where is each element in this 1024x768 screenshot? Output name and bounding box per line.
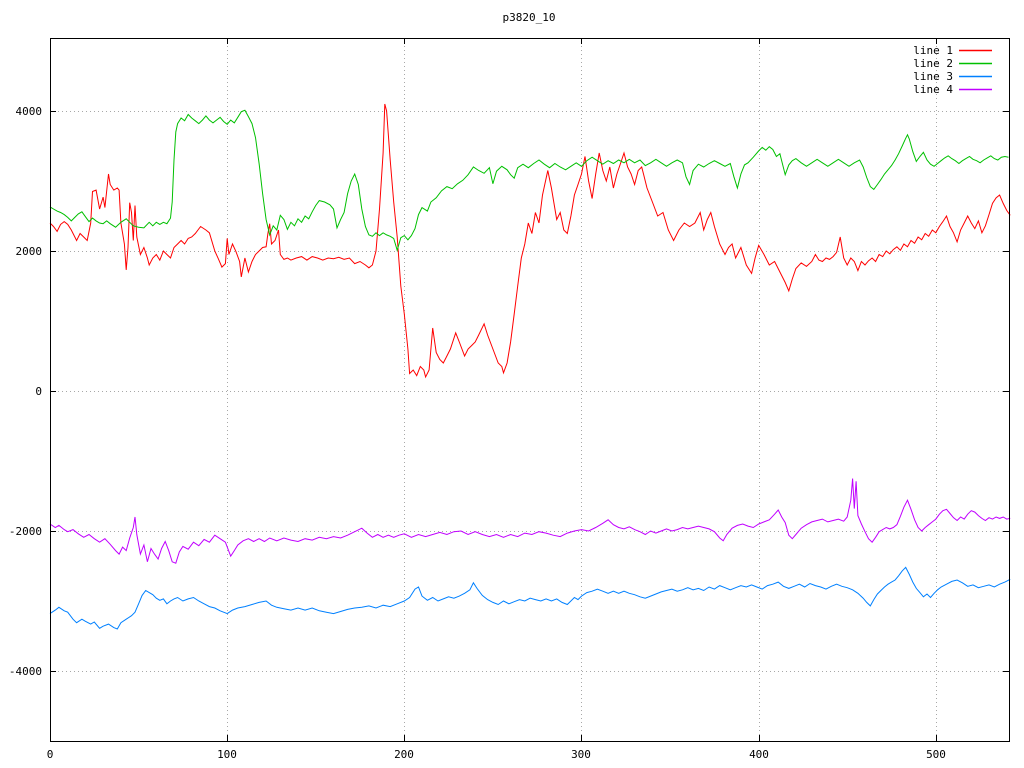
x-tick-label: 0 — [47, 748, 54, 761]
legend-label: line 3 — [913, 70, 953, 83]
plot-border — [50, 38, 1010, 742]
series-lines — [49, 103, 1011, 630]
legend-label: line 1 — [913, 44, 953, 57]
x-tick-label: 200 — [394, 748, 414, 761]
series-line-3 — [49, 566, 1011, 630]
plot-frame — [50, 38, 1010, 742]
x-tick-label: 300 — [571, 748, 591, 761]
legend-label: line 2 — [913, 57, 953, 70]
legend-item-line-1: line 1 — [913, 44, 992, 57]
chart-title: p3820_10 — [503, 11, 556, 24]
series-line-1 — [49, 103, 1011, 379]
grid-lines — [50, 38, 1009, 741]
y-tick-label: -4000 — [9, 665, 42, 678]
series-line-2 — [49, 109, 1009, 253]
y-tick-label: 4000 — [16, 105, 43, 118]
series-line-4 — [49, 478, 1011, 564]
legend-label: line 4 — [913, 83, 953, 96]
y-tick-label: 0 — [35, 385, 42, 398]
legend-item-line-3: line 3 — [913, 70, 992, 83]
y-tick-label: -2000 — [9, 525, 42, 538]
x-tick-label: 400 — [749, 748, 769, 761]
legend-item-line-4: line 4 — [913, 83, 992, 96]
y-tick-label: 2000 — [16, 245, 43, 258]
axis-tick-labels: 0 100 200 300 400 500 -4000 -2000 0 2000 4000 — [9, 105, 946, 761]
x-tick-label: 100 — [217, 748, 237, 761]
legend-item-line-2: line 2 — [913, 57, 992, 70]
x-tick-label: 500 — [926, 748, 946, 761]
